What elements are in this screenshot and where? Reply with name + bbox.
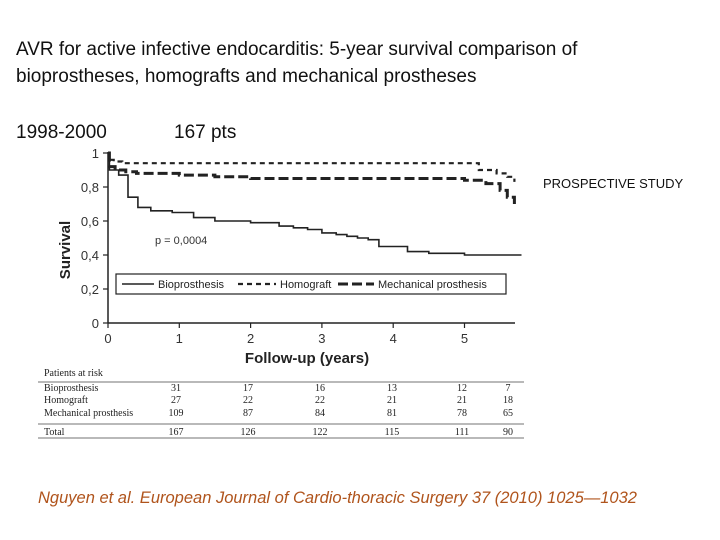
risk-cell: 7 — [506, 383, 511, 394]
risk-cell: 126 — [241, 427, 256, 438]
risk-cell: 18 — [503, 395, 513, 406]
slide-title: AVR for active infective endocarditis: 5… — [16, 36, 706, 90]
risk-cell: 78 — [457, 408, 467, 419]
citation: Nguyen et al. European Journal of Cardio… — [38, 489, 637, 507]
risk-row-label: Total — [44, 427, 65, 438]
series-homograft — [108, 151, 516, 182]
risk-cell: 21 — [387, 395, 397, 406]
legend-label-bioprosthesis: Bioprosthesis — [158, 279, 225, 291]
patient-count: 167 pts — [174, 122, 237, 143]
y-tick-label: 0,2 — [81, 282, 99, 297]
legend-box — [115, 273, 507, 295]
legend-label-homograft: Homograft — [280, 279, 331, 291]
risk-row-label: Bioprosthesis — [44, 383, 99, 394]
risk-cell: 22 — [243, 395, 253, 406]
risk-cell: 115 — [385, 427, 400, 438]
x-tick-label: 1 — [176, 331, 183, 346]
risk-cell: 90 — [503, 427, 513, 438]
risk-cell: 122 — [313, 427, 328, 438]
risk-cell: 87 — [243, 408, 253, 419]
risk-cell: 84 — [315, 408, 325, 419]
risk-row-label: Homograft — [44, 395, 88, 406]
risk-cell: 65 — [503, 408, 513, 419]
study-type-label: PROSPECTIVE STUDY — [543, 176, 684, 191]
risk-cell: 22 — [315, 395, 325, 406]
risk-cell: 21 — [457, 395, 467, 406]
risk-cell: 109 — [169, 408, 184, 419]
p-value-annotation: p = 0,0004 — [155, 235, 207, 247]
legend-label-mechanical: Mechanical prosthesis — [378, 279, 487, 291]
y-tick-label: 0,6 — [81, 214, 99, 229]
title-line-1: AVR for active infective endocarditis: 5… — [16, 39, 578, 60]
x-tick-label: 2 — [247, 331, 254, 346]
y-tick-label: 1 — [92, 146, 99, 161]
study-years: 1998-2000 — [16, 122, 107, 143]
risk-cell: 111 — [455, 427, 469, 438]
y-axis-label: Survival — [57, 221, 74, 279]
x-tick-label: 4 — [390, 331, 397, 346]
risk-cell: 13 — [387, 383, 397, 394]
risk-cell: 17 — [243, 383, 253, 394]
y-tick-label: 0,8 — [81, 180, 99, 195]
x-tick-label: 5 — [461, 331, 468, 346]
x-axis-label: Follow-up (years) — [245, 350, 369, 367]
risk-row-label: Mechanical prosthesis — [44, 408, 133, 419]
y-tick-label: 0,4 — [81, 248, 99, 263]
x-tick-label: 3 — [318, 331, 325, 346]
series-bioprosthesis — [108, 152, 522, 256]
risk-cell: 27 — [171, 395, 181, 406]
risk-cell: 31 — [171, 383, 181, 394]
title-line-2: bioprostheses, homografts and mechanical… — [16, 66, 477, 87]
risk-cell: 12 — [457, 383, 467, 394]
risk-table-title: Patients at risk — [44, 368, 103, 379]
risk-cell: 16 — [315, 383, 325, 394]
y-tick-label: 0 — [92, 316, 99, 331]
risk-cell: 167 — [169, 427, 184, 438]
risk-cell: 81 — [387, 408, 397, 419]
series-mechanical-prosthesis — [107, 151, 516, 204]
x-tick-label: 0 — [104, 331, 111, 346]
